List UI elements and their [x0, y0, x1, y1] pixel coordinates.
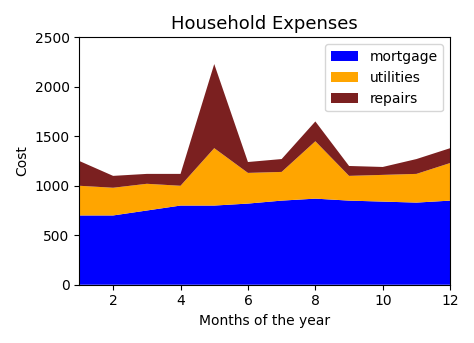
- Legend: mortgage, utilities, repairs: mortgage, utilities, repairs: [325, 44, 443, 111]
- X-axis label: Months of the year: Months of the year: [199, 314, 330, 328]
- Y-axis label: Cost: Cost: [15, 145, 29, 176]
- Title: Household Expenses: Household Expenses: [172, 15, 358, 33]
